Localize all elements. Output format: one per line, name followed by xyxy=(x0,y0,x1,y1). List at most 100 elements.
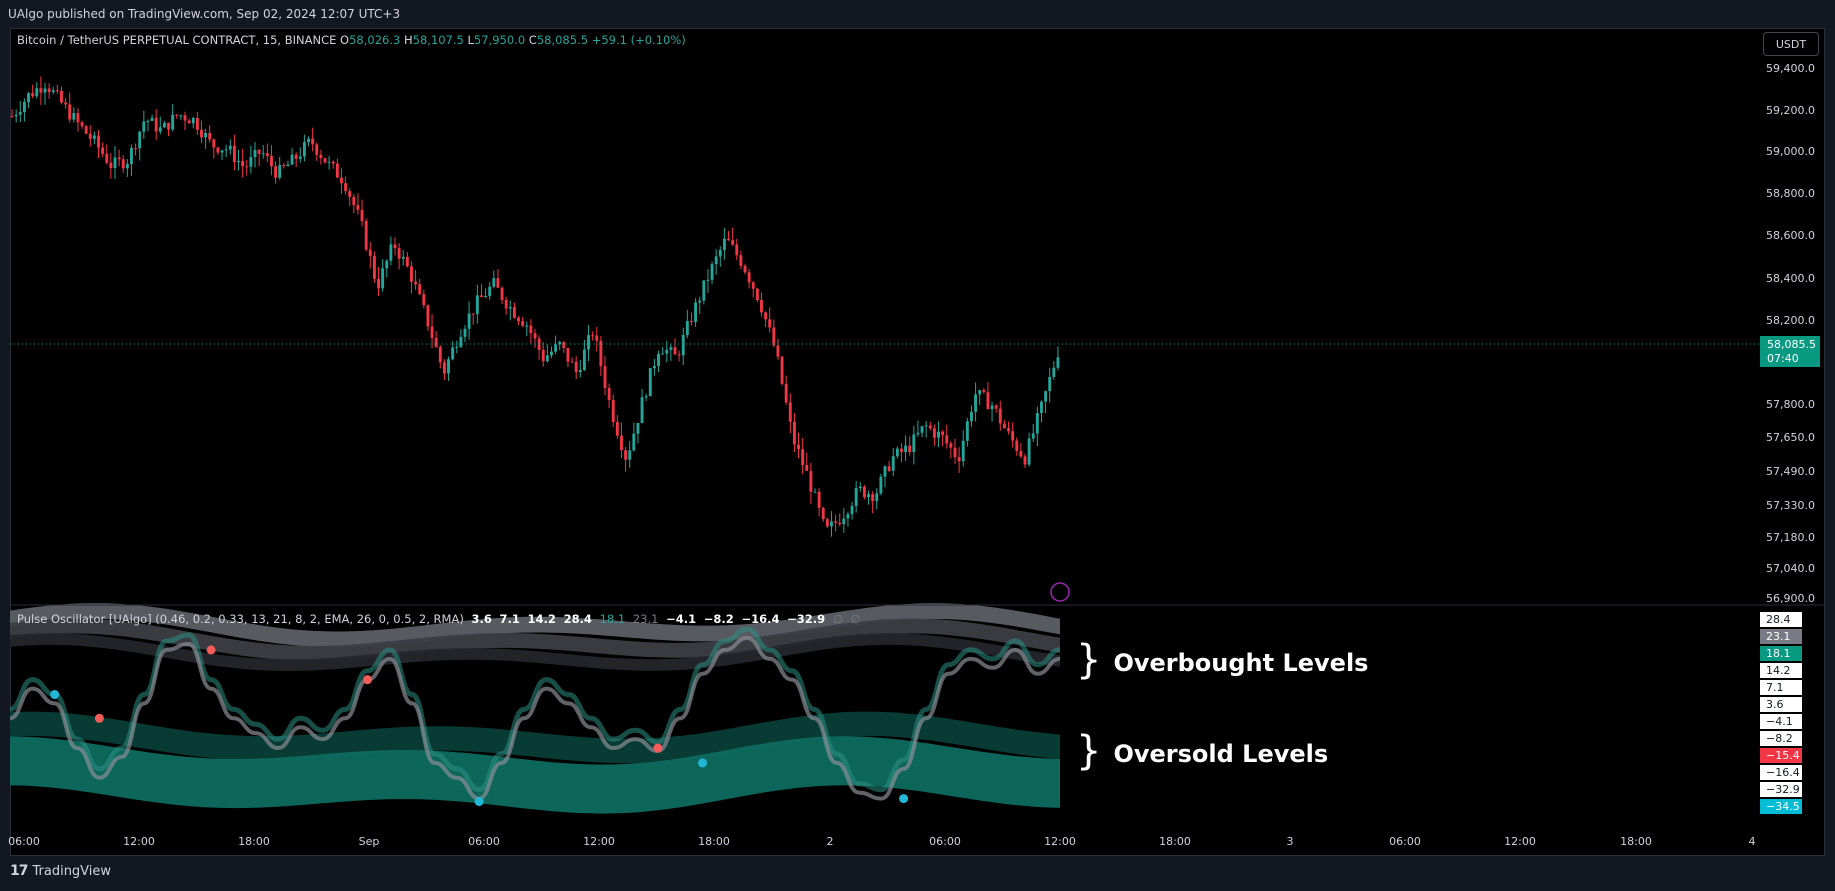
time-tick-label: 3 xyxy=(1287,835,1294,848)
oscillator-title[interactable]: Pulse Oscillator [UAlgo] (0.46, 0.2, 0.3… xyxy=(17,612,464,626)
candle-body xyxy=(937,431,940,438)
candle-body xyxy=(142,121,146,132)
osc-tick-bg xyxy=(1760,629,1802,644)
candle-body xyxy=(615,421,619,436)
candle-body xyxy=(340,177,343,184)
candle-body xyxy=(381,268,385,289)
o-label: O xyxy=(340,33,350,47)
candle-body xyxy=(14,114,18,117)
candle-body xyxy=(319,154,323,159)
time-tick-label: 12:00 xyxy=(1044,835,1076,848)
candle-body xyxy=(722,238,726,251)
candle-body xyxy=(690,321,693,323)
candle-body xyxy=(154,117,158,132)
candle-body xyxy=(290,154,294,165)
candle-body xyxy=(220,150,224,153)
time-tick-label: 18:00 xyxy=(698,835,730,848)
candle-body xyxy=(632,433,636,451)
candle-body xyxy=(455,346,459,348)
candle-body xyxy=(508,307,512,309)
candle-body xyxy=(434,337,438,348)
osc-tick-label: −15.4 xyxy=(1766,749,1800,762)
osc-tick-label: 7.1 xyxy=(1766,681,1784,694)
osc-tick-label: −16.4 xyxy=(1766,766,1800,779)
candle-body xyxy=(245,166,249,168)
candle-body xyxy=(994,405,998,409)
candle-body xyxy=(327,161,331,163)
oscillator-ribbon-fast xyxy=(9,626,1061,793)
price-tick-label: 58,400.0 xyxy=(1766,272,1815,285)
candle-body xyxy=(978,390,982,395)
candle-body xyxy=(492,278,496,287)
candle-body xyxy=(121,159,125,169)
osc-val-9: −16.4 xyxy=(741,612,780,626)
time-tick-label: 12:00 xyxy=(123,835,155,848)
candle-body xyxy=(274,166,278,178)
currency-button[interactable]: USDT xyxy=(1763,32,1819,56)
candle-body xyxy=(125,163,129,169)
candle-body xyxy=(10,116,14,118)
candle-body xyxy=(405,256,409,267)
candle-body xyxy=(537,338,541,350)
candle-body xyxy=(39,88,43,93)
candle-body xyxy=(216,147,220,153)
time-tick-label: 2 xyxy=(827,835,834,848)
candle-body xyxy=(611,400,615,422)
candle-body xyxy=(595,335,599,341)
candle-body xyxy=(72,113,76,120)
candle-body xyxy=(171,114,175,130)
candle-body xyxy=(541,349,545,362)
candle-body xyxy=(747,272,751,283)
candle-body xyxy=(422,294,426,306)
candle-body xyxy=(27,93,30,102)
osc-val-6: 23.1 xyxy=(632,612,659,626)
last-price-tag: 58,085.5 07:40 xyxy=(1760,336,1820,367)
candle-body xyxy=(208,132,212,140)
candle-body xyxy=(1040,401,1043,414)
candle-body xyxy=(364,221,368,250)
time-tick-label: 18:00 xyxy=(1620,835,1652,848)
candle-body xyxy=(504,299,508,309)
candle-body xyxy=(718,250,722,257)
symbol-title[interactable]: Bitcoin / TetherUS PERPETUAL CONTRACT, 1… xyxy=(17,33,337,47)
candle-body xyxy=(117,157,121,160)
candle-body xyxy=(278,165,282,178)
signal-dot-bull xyxy=(698,758,708,768)
oversold-annotation: } Oversold Levels xyxy=(1076,728,1328,777)
candle-body xyxy=(442,362,446,374)
osc-tick-label: 3.6 xyxy=(1766,698,1784,711)
publisher-bar: UAlgo published on TradingView.com, Sep … xyxy=(0,0,1835,28)
candle-body xyxy=(187,120,191,124)
candle-body xyxy=(525,325,529,327)
signal-dot-bear xyxy=(206,645,216,655)
signal-dot-bear xyxy=(362,675,372,685)
tradingview-logo[interactable]: 17 TradingView xyxy=(10,863,111,879)
candle-body xyxy=(731,240,735,245)
osc-tick-label: 28.4 xyxy=(1766,613,1791,626)
candle-body xyxy=(414,281,418,285)
time-tick-label: 06:00 xyxy=(929,835,961,848)
candle-body xyxy=(195,117,199,130)
candle-body xyxy=(311,138,315,145)
candle-body xyxy=(512,307,516,318)
last-price-value: 58,085.5 xyxy=(1767,338,1816,351)
candle-body xyxy=(739,255,743,266)
candle-body xyxy=(792,421,796,445)
time-tick-label: 06:00 xyxy=(8,835,40,848)
candle-body xyxy=(430,326,434,338)
candle-body xyxy=(582,349,586,371)
candle-body xyxy=(895,448,899,457)
candle-body xyxy=(624,450,628,460)
candle-body xyxy=(335,163,339,178)
candle-body xyxy=(517,317,520,322)
candle-body xyxy=(830,521,833,527)
candle-body xyxy=(352,196,356,206)
candle-body xyxy=(640,397,644,424)
price-tick-label: 57,800.0 xyxy=(1766,398,1815,411)
candle-body xyxy=(887,466,891,471)
time-tick-label: 12:00 xyxy=(1504,835,1536,848)
signal-dot-bull xyxy=(474,797,484,807)
candle-body xyxy=(916,432,920,435)
footer-bar xyxy=(0,856,1835,891)
